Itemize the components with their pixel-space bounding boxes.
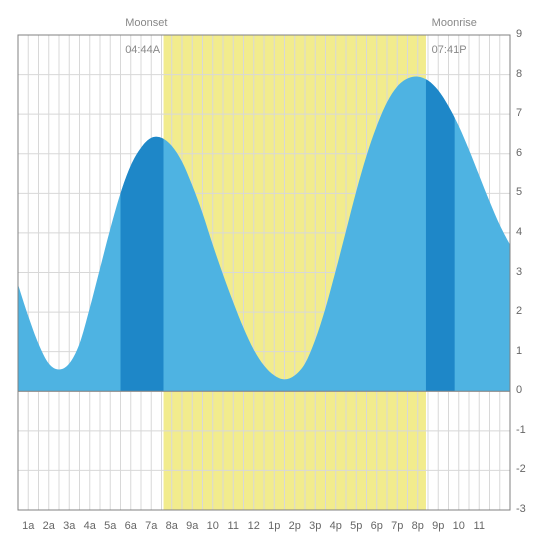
x-tick-label: 10	[453, 520, 465, 532]
x-tick-label: 11	[474, 520, 485, 532]
x-tick-label: 6a	[125, 520, 137, 532]
moonset-title: Moonset	[125, 17, 167, 29]
x-tick-label: 4p	[330, 520, 342, 532]
x-tick-label: 9a	[186, 520, 198, 532]
x-tick-label: 5a	[104, 520, 116, 532]
y-tick-label: 2	[516, 305, 522, 317]
x-tick-label: 7a	[145, 520, 157, 532]
moonset-label: Moonset 04:44A	[113, 4, 167, 70]
x-tick-label: 7p	[391, 520, 403, 532]
x-tick-label: 8p	[412, 520, 424, 532]
x-tick-label: 3a	[63, 520, 75, 532]
x-tick-label: 5p	[350, 520, 362, 532]
x-tick-label: 1p	[268, 520, 280, 532]
y-tick-label: 4	[516, 226, 522, 238]
y-tick-label: 6	[516, 147, 522, 159]
y-tick-label: 7	[516, 107, 522, 119]
moonrise-title: Moonrise	[432, 17, 477, 29]
y-tick-label: -1	[516, 424, 526, 436]
x-tick-label: 9p	[432, 520, 444, 532]
x-tick-label: 11	[228, 520, 239, 532]
x-tick-label: 2p	[289, 520, 301, 532]
moonrise-label: Moonrise 07:41P	[419, 4, 476, 70]
moonset-time: 04:44A	[125, 44, 160, 56]
x-tick-label: 4a	[84, 520, 96, 532]
x-tick-label: 8a	[166, 520, 178, 532]
y-tick-label: 9	[516, 28, 522, 40]
x-tick-label: 10	[207, 520, 219, 532]
moonrise-time: 07:41P	[432, 44, 467, 56]
x-tick-label: 6p	[371, 520, 383, 532]
y-tick-label: 0	[516, 384, 522, 396]
tide-chart: Moonset 04:44A Moonrise 07:41P -3-2-1012…	[0, 0, 550, 550]
x-tick-label: 12	[248, 520, 260, 532]
y-tick-label: 3	[516, 266, 522, 278]
y-tick-label: 1	[516, 345, 522, 357]
y-tick-label: -2	[516, 463, 526, 475]
chart-canvas	[0, 0, 550, 550]
x-tick-label: 1a	[22, 520, 34, 532]
y-tick-label: 8	[516, 68, 522, 80]
y-tick-label: 5	[516, 186, 522, 198]
x-tick-label: 3p	[309, 520, 321, 532]
y-tick-label: -3	[516, 503, 526, 515]
x-tick-label: 2a	[43, 520, 55, 532]
